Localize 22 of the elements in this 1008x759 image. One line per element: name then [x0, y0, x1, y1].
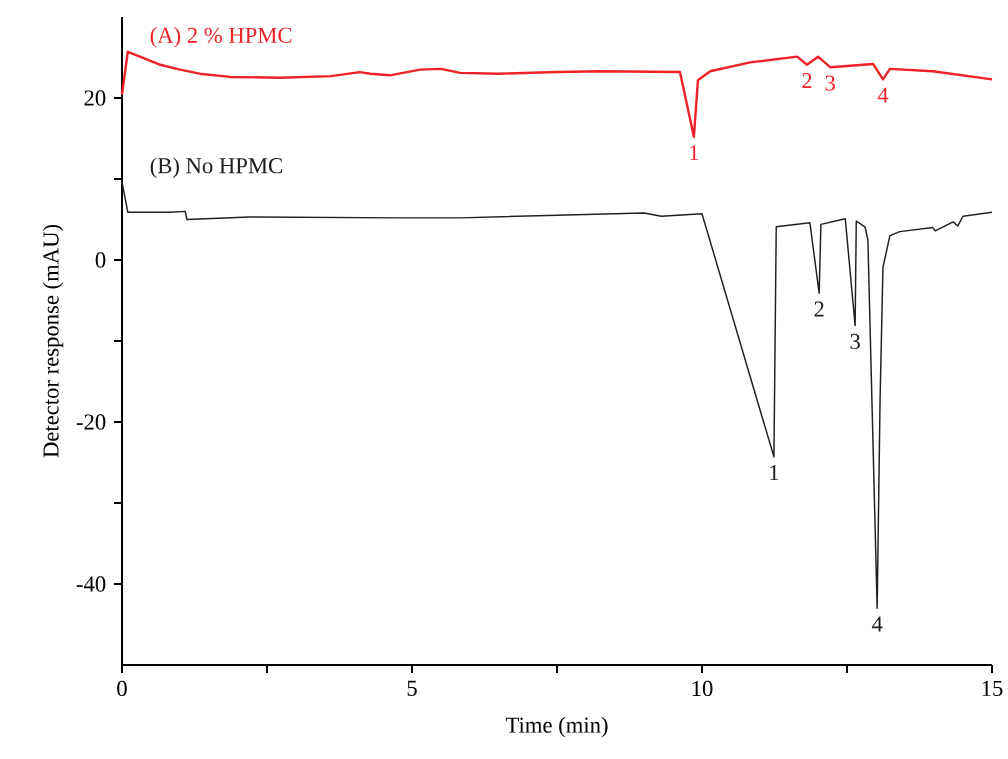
x-tick-label: 15	[982, 680, 1003, 696]
series-label: (A) 2 % HPMC	[150, 27, 292, 48]
series-label: (B) No HPMC	[150, 157, 282, 178]
y-tick-label: -20	[76, 414, 106, 430]
annotation: 1	[770, 465, 779, 481]
annotation: 3	[825, 75, 835, 91]
x-tick-label: 10	[692, 680, 713, 697]
annotation: 2	[802, 73, 812, 89]
y-tick-label: 20	[84, 90, 106, 106]
y-axis-title: Detector response (mAU)	[42, 224, 64, 458]
annotation: 4	[877, 87, 889, 103]
annotation: 2	[814, 301, 824, 317]
annotation: 3	[850, 333, 860, 350]
x-tick-label: 5	[407, 680, 417, 696]
y-tick-label: -40	[76, 576, 106, 592]
x-axis-title: Time (min)	[505, 716, 608, 738]
line-series	[121, 181, 993, 610]
annotation: 4	[871, 616, 883, 632]
annotation: 1	[690, 145, 699, 161]
x-tick-label: 0	[117, 680, 127, 697]
y-tick-label: 0	[95, 252, 106, 268]
line-series	[120, 50, 994, 139]
